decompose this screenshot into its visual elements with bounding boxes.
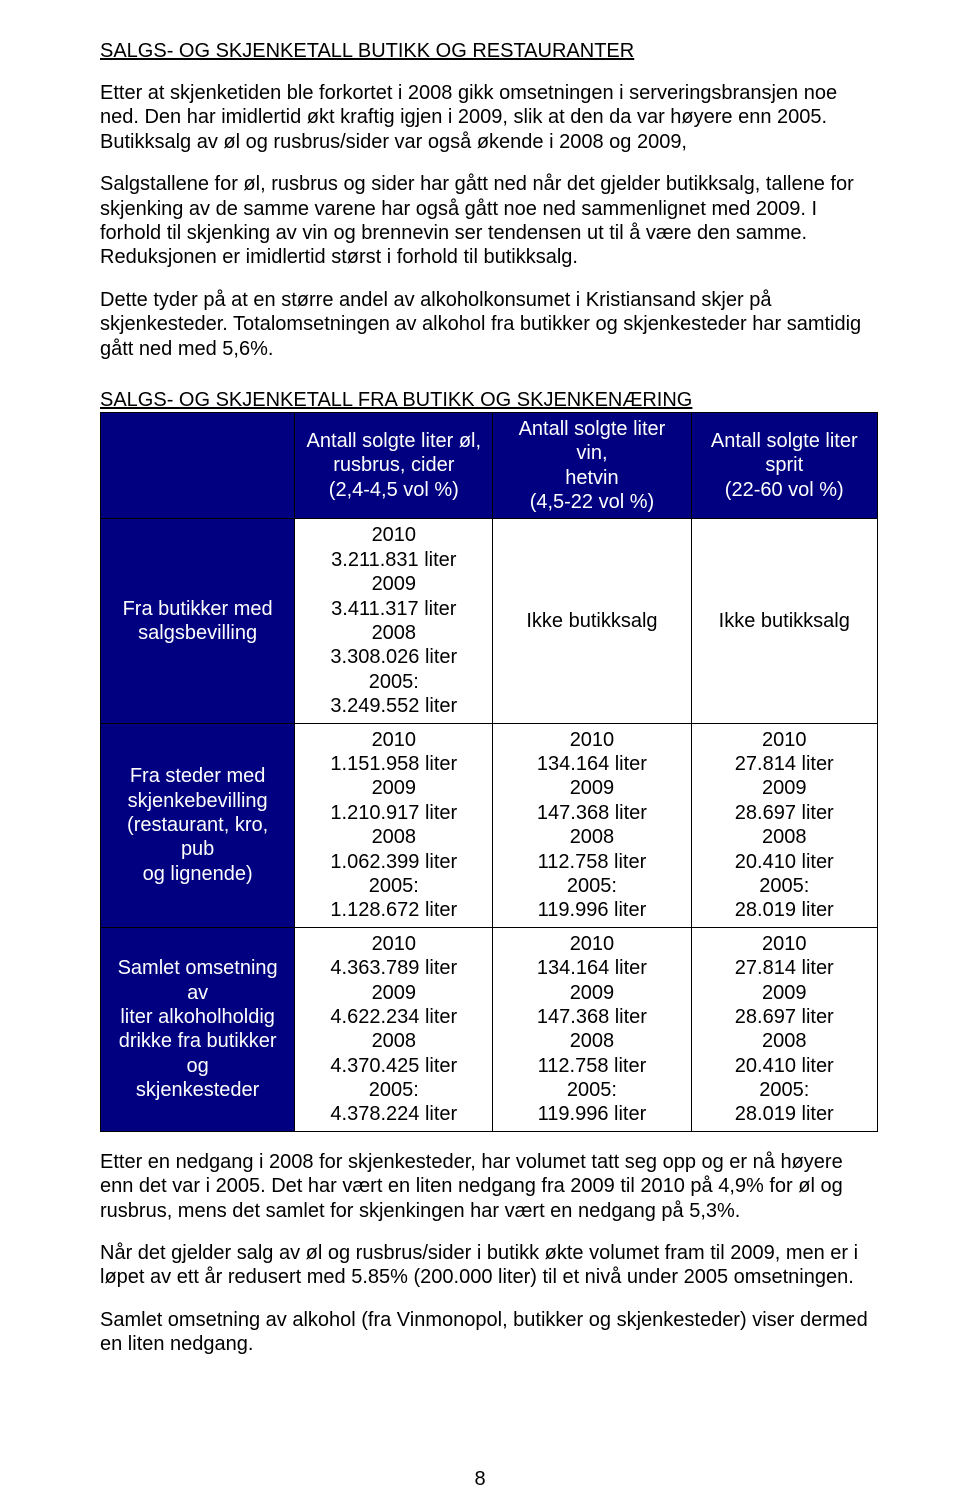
row-label-venues: Fra steder med skjenkebevilling (restaur… xyxy=(101,723,295,927)
col-header-spirits: Antall solgte liter sprit (22-60 vol %) xyxy=(691,412,878,519)
cell-venues-spirits: 2010 27.814 liter 2009 28.697 liter 2008… xyxy=(691,723,878,927)
paragraph-intro-2: Salgstallene for øl, rusbrus og sider ha… xyxy=(100,172,878,270)
table-row: Samlet omsetning av liter alkoholholdig … xyxy=(101,927,878,1131)
cell-total-beer: 2010 4.363.789 liter 2009 4.622.234 lite… xyxy=(295,927,493,1131)
cell-shops-spirits: Ikke butikksalg xyxy=(691,519,878,723)
col-header-wine: Antall solgte liter vin, hetvin (4,5-22 … xyxy=(493,412,691,519)
table-header-row: Antall solgte liter øl, rusbrus, cider (… xyxy=(101,412,878,519)
paragraph-after-1: Etter en nedgang i 2008 for skjenkestede… xyxy=(100,1150,878,1223)
table-row: Fra steder med skjenkebevilling (restaur… xyxy=(101,723,878,927)
paragraph-after-3: Samlet omsetning av alkohol (fra Vinmono… xyxy=(100,1308,878,1357)
cell-shops-wine: Ikke butikksalg xyxy=(493,519,691,723)
section-title: SALGS- OG SKJENKETALL BUTIKK OG RESTAURA… xyxy=(100,40,878,63)
paragraph-after-2: Når det gjelder salg av øl og rusbrus/si… xyxy=(100,1241,878,1290)
col-header-beer: Antall solgte liter øl, rusbrus, cider (… xyxy=(295,412,493,519)
table-title: SALGS- OG SKJENKETALL FRA BUTIKK OG SKJE… xyxy=(100,389,878,412)
cell-total-wine: 2010 134.164 liter 2009 147.368 liter 20… xyxy=(493,927,691,1131)
cell-shops-beer: 2010 3.211.831 liter 2009 3.411.317 lite… xyxy=(295,519,493,723)
page-number: 8 xyxy=(0,1468,960,1491)
row-label-total: Samlet omsetning av liter alkoholholdig … xyxy=(101,927,295,1131)
cell-venues-wine: 2010 134.164 liter 2009 147.368 liter 20… xyxy=(493,723,691,927)
row-label-shops: Fra butikker med salgsbevilling xyxy=(101,519,295,723)
paragraph-intro-3: Dette tyder på at en større andel av alk… xyxy=(100,288,878,361)
table-row: Fra butikker med salgsbevilling 2010 3.2… xyxy=(101,519,878,723)
sales-table: Antall solgte liter øl, rusbrus, cider (… xyxy=(100,412,878,1132)
cell-total-spirits: 2010 27.814 liter 2009 28.697 liter 2008… xyxy=(691,927,878,1131)
cell-venues-beer: 2010 1.151.958 liter 2009 1.210.917 lite… xyxy=(295,723,493,927)
paragraph-intro-1: Etter at skjenketiden ble forkortet i 20… xyxy=(100,81,878,154)
col-header-empty xyxy=(101,412,295,519)
